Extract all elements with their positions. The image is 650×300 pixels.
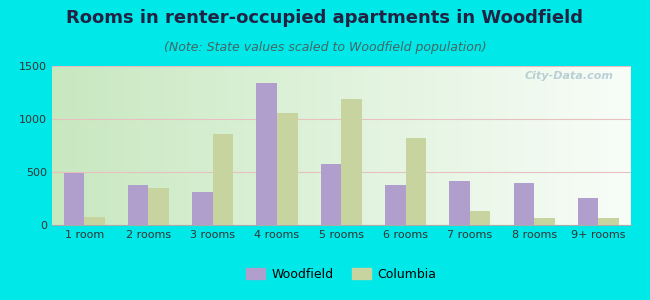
Bar [277, 112, 298, 225]
Bar [599, 218, 619, 225]
Bar [128, 185, 148, 225]
Bar [320, 164, 341, 225]
Text: Rooms in renter-occupied apartments in Woodfield: Rooms in renter-occupied apartments in W… [66, 9, 584, 27]
Bar [534, 218, 554, 225]
Bar [385, 185, 406, 225]
Bar [256, 83, 277, 225]
Bar [148, 188, 169, 225]
Bar [213, 134, 233, 225]
Bar [406, 137, 426, 225]
Text: City-Data.com: City-Data.com [524, 71, 613, 81]
Legend: Woodfield, Columbia: Woodfield, Columbia [241, 262, 441, 286]
Bar [578, 198, 599, 225]
Bar [84, 217, 105, 225]
Bar [449, 181, 470, 225]
Bar [64, 173, 84, 225]
Bar [341, 99, 362, 225]
Bar [470, 211, 490, 225]
Text: (Note: State values scaled to Woodfield population): (Note: State values scaled to Woodfield … [164, 40, 486, 53]
Bar [514, 183, 534, 225]
Bar [192, 192, 213, 225]
